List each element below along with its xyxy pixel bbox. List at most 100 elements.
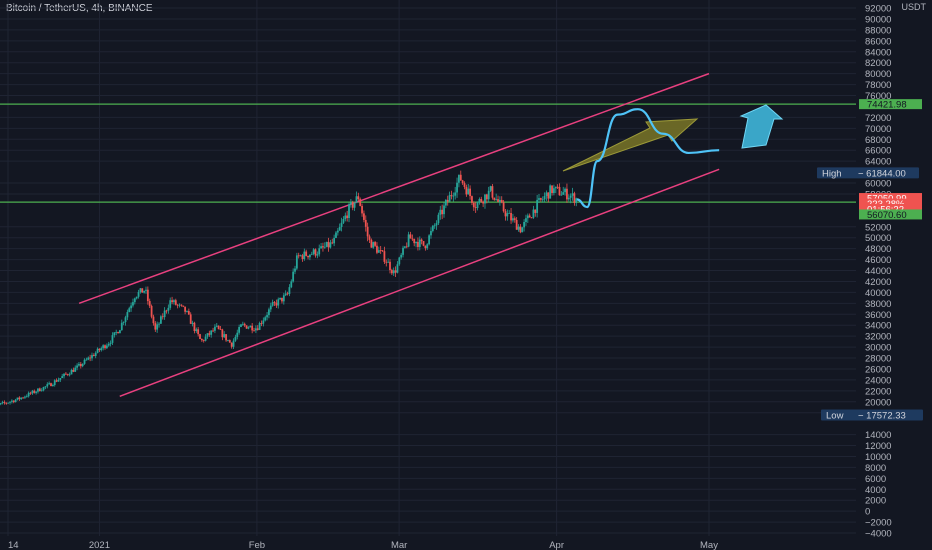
- low-marker: Low − 17572.33: [821, 409, 923, 422]
- candle-body: [141, 288, 144, 293]
- candle-body: [29, 392, 32, 394]
- candle-body: [469, 188, 471, 197]
- candle-body: [163, 310, 166, 318]
- price-tick-label: 86000: [865, 36, 891, 47]
- candle-body: [463, 183, 466, 187]
- candle-body: [228, 340, 231, 343]
- candle-body: [435, 223, 438, 226]
- candle-body: [286, 293, 289, 295]
- candle-body: [348, 204, 350, 219]
- candle-body: [444, 199, 447, 206]
- candle-body: [325, 241, 328, 247]
- candle-body: [210, 330, 213, 335]
- candle-body: [292, 271, 295, 282]
- candle-body: [37, 388, 39, 392]
- candle-body: [487, 190, 490, 200]
- price-tick-label: 8000: [865, 463, 886, 474]
- candle-body: [333, 237, 336, 244]
- candle-body: [392, 270, 395, 274]
- candle-body: [476, 202, 479, 209]
- candle-body: [515, 219, 518, 230]
- candle-body: [128, 308, 131, 313]
- candle-body: [545, 192, 548, 196]
- candle-body: [146, 289, 149, 302]
- candle-body: [415, 241, 417, 244]
- candle-body: [161, 316, 164, 318]
- candle-body: [517, 226, 520, 230]
- candle-body: [225, 334, 227, 341]
- candle-body: [359, 199, 362, 206]
- candle-body: [355, 196, 358, 203]
- candle-body: [42, 387, 45, 391]
- high-marker-bg: [817, 167, 919, 179]
- candle-body: [530, 217, 533, 219]
- candle-body: [268, 309, 270, 316]
- candle-body: [279, 297, 282, 300]
- candle-body: [316, 254, 319, 256]
- candle-body: [390, 270, 393, 274]
- candle-body: [456, 182, 458, 193]
- candle-body: [234, 336, 237, 341]
- candle-body: [243, 323, 246, 326]
- price-tag-bg: [859, 209, 922, 220]
- candle-body: [113, 332, 116, 336]
- price-tick-label: 84000: [865, 47, 891, 58]
- candle-body: [3, 402, 6, 403]
- price-tick-label: 36000: [865, 310, 891, 321]
- candle-body: [562, 192, 565, 195]
- candle-body: [105, 345, 108, 349]
- candle-body: [539, 198, 542, 200]
- candle-body: [439, 209, 442, 215]
- forecast-arrow-blue: [739, 104, 784, 149]
- candle-body: [318, 248, 321, 255]
- candle-body: [12, 400, 15, 403]
- price-tick-label: 30000: [865, 343, 891, 354]
- candle-body: [500, 199, 503, 203]
- candle-body: [223, 334, 226, 338]
- channel-upper-line: [78, 72, 710, 305]
- price-tick-label: −4000: [865, 529, 892, 540]
- candle-body: [418, 239, 421, 247]
- candle-body: [215, 325, 218, 327]
- candle-body: [87, 357, 90, 360]
- candle-body: [480, 198, 483, 202]
- price-tick-label: 22000: [865, 386, 891, 397]
- candle-body: [31, 390, 34, 394]
- candle-body: [396, 264, 399, 273]
- candle-body: [117, 332, 119, 334]
- candle-body: [50, 383, 52, 387]
- candle-body: [55, 380, 58, 382]
- candle-body: [51, 384, 54, 387]
- candle-body: [271, 302, 274, 306]
- candle-body: [560, 194, 563, 196]
- price-tick-label: −2000: [865, 518, 892, 529]
- candle-body: [305, 251, 308, 256]
- candle-body: [253, 330, 255, 332]
- candle-body: [543, 195, 546, 200]
- candle-body: [145, 289, 147, 291]
- candle-body: [320, 246, 322, 249]
- price-tick-label: 80000: [865, 69, 891, 80]
- candle-body: [564, 188, 566, 193]
- candle-body: [247, 327, 250, 329]
- price-tick-label: 26000: [865, 364, 891, 375]
- candle-body: [506, 213, 509, 217]
- candle-body: [282, 295, 285, 302]
- candle-body: [38, 388, 41, 392]
- candle-body: [46, 384, 49, 387]
- candle-body: [85, 359, 88, 361]
- candle-body: [402, 247, 404, 255]
- candle-body: [104, 345, 106, 349]
- candle-body: [309, 254, 311, 258]
- price-tick-label: 88000: [865, 25, 891, 36]
- candle-body: [96, 348, 99, 353]
- price-tag-bg: [859, 99, 922, 110]
- candle-body: [137, 292, 140, 297]
- candle-body: [573, 193, 576, 203]
- candle-body: [44, 386, 47, 388]
- price-tick-label: 48000: [865, 244, 891, 255]
- candle-body: [208, 333, 211, 335]
- candle-body: [273, 302, 276, 304]
- candle-body: [532, 209, 535, 218]
